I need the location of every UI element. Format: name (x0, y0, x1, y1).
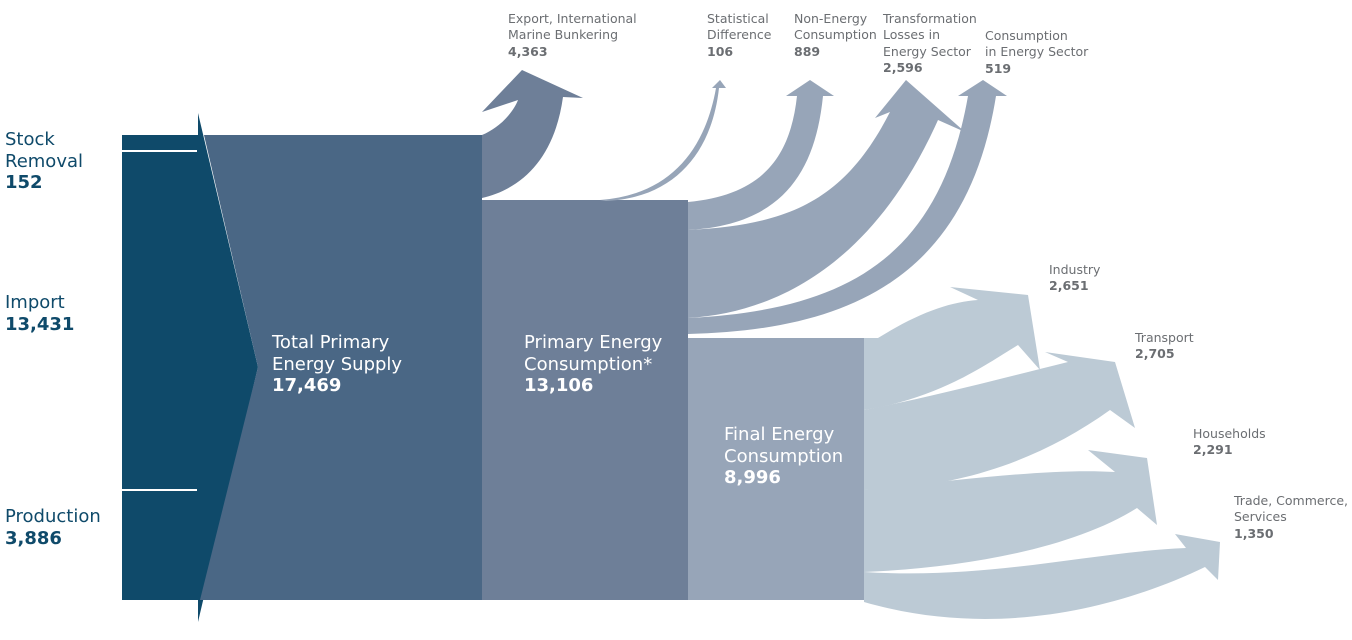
pec-name-line-1: Primary Energy (524, 332, 663, 353)
nonenergy-label: Non-Energy Consumption 889 (794, 11, 877, 60)
households-value: 2,291 (1193, 442, 1233, 458)
source-stock-label: Stock Removal 152 (5, 129, 83, 194)
export-arrow (482, 70, 583, 198)
trade-name-line-1: Trade, Commerce, (1234, 493, 1348, 508)
nonenergy-value: 889 (794, 43, 821, 59)
translosses-value: 2,596 (883, 59, 923, 75)
statdiff-arrow (600, 80, 726, 201)
fec-value: 8,996 (724, 467, 781, 489)
nonenergy-name-line-1: Non-Energy (794, 11, 868, 26)
nonenergy-arrow (688, 80, 834, 230)
statdiff-value: 106 (707, 43, 734, 59)
export-label: Export, International Marine Bunkering 4… (508, 11, 637, 60)
industry-value: 2,651 (1049, 278, 1089, 294)
tpes-label: Total Primary Energy Supply 17,469 (272, 332, 402, 397)
translosses-arrow (688, 80, 965, 318)
tpes-value: 17,469 (272, 375, 342, 397)
statdiff-name-line-2: Difference (707, 27, 772, 43)
fec-label: Final Energy Consumption 8,996 (724, 424, 843, 489)
statdiff-label: Statistical Difference 106 (707, 11, 771, 60)
pec-block (482, 200, 688, 600)
consumption-energy-label: Consumption in Energy Sector 519 (985, 28, 1088, 77)
pec-name-line-2: Consumption* (524, 353, 653, 375)
households-arrow (864, 450, 1157, 572)
households-label: Households 2,291 (1193, 426, 1266, 459)
fec-name-line-2: Consumption (724, 445, 844, 467)
source-import-label: Import 13,431 (5, 292, 74, 335)
fec-name-line-1: Final Energy (724, 424, 835, 445)
industry-arrow (864, 287, 1040, 410)
tpes-block (200, 135, 482, 600)
translosses-name-line-1: Transformation (883, 11, 977, 26)
translosses-label: Transformation Losses in Energy Sector 2… (883, 11, 977, 76)
export-name-line-2: Marine Bunkering (508, 27, 619, 43)
tpes-name-line-2: Energy Supply (272, 353, 403, 375)
tpes-name-line-1: Total Primary (272, 332, 390, 353)
source-production-name: Production (5, 506, 101, 527)
transport-value: 2,705 (1135, 346, 1175, 362)
source-production-label: Production 3,886 (5, 506, 101, 549)
export-name-line-1: Export, International (508, 11, 637, 26)
source-stock-value: 152 (5, 172, 43, 194)
trade-name-line-2: Services (1234, 509, 1287, 525)
pec-value: 13,106 (524, 375, 594, 397)
source-block (122, 113, 258, 622)
translosses-name-line-2: Losses in (883, 27, 940, 43)
consumption-energy-value: 519 (985, 60, 1012, 76)
transport-name: Transport (1135, 330, 1194, 345)
fec-block (688, 338, 864, 600)
source-import-name: Import (5, 292, 65, 313)
statdiff-name-line-1: Statistical (707, 11, 769, 26)
industry-name: Industry (1049, 262, 1101, 277)
transport-arrow (864, 352, 1135, 490)
trade-label: Trade, Commerce, Services 1,350 (1234, 493, 1348, 542)
transport-label: Transport 2,705 (1135, 330, 1194, 363)
source-import-value: 13,431 (5, 313, 75, 335)
industry-label: Industry 2,651 (1049, 262, 1100, 295)
nonenergy-name-line-2: Consumption (794, 27, 877, 43)
export-value: 4,363 (508, 43, 548, 59)
pec-label: Primary Energy Consumption* 13,106 (524, 332, 662, 397)
translosses-name-line-3: Energy Sector (883, 43, 971, 59)
consumption-energy-arrow (688, 80, 1007, 334)
households-name: Households (1193, 426, 1266, 441)
consumption-energy-name-line-2: in Energy Sector (985, 44, 1089, 60)
source-production-value: 3,886 (5, 527, 62, 549)
source-stock-name-line-2: Removal (5, 150, 84, 172)
consumption-energy-name-line-1: Consumption (985, 28, 1068, 43)
trade-value: 1,350 (1234, 525, 1274, 541)
source-stock-name-line-1: Stock (5, 129, 55, 150)
trade-arrow (864, 534, 1220, 619)
